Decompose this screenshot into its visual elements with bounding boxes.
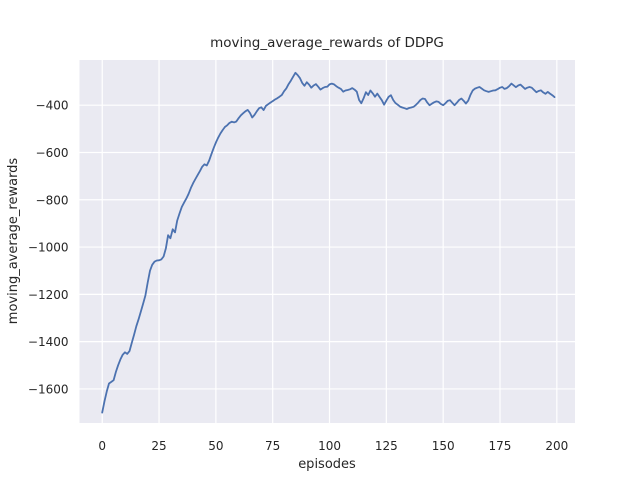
chart-title: moving_average_rewards of DDPG xyxy=(210,35,444,51)
reward-line xyxy=(101,71,556,414)
x-tick-label: 100 xyxy=(318,439,341,453)
plot-area xyxy=(79,60,575,423)
x-tick-label: 25 xyxy=(151,439,166,453)
y-tick-label: −1600 xyxy=(28,382,69,396)
y-tick-labels: −400 −600 −800 −1000 −1200 −1400 −1600 xyxy=(28,99,69,397)
x-axis-label: episodes xyxy=(298,457,356,472)
y-tick-label: −1000 xyxy=(28,241,69,255)
y-tick-label: −1200 xyxy=(28,288,69,302)
x-tick-label: 125 xyxy=(375,439,398,453)
y-tick-label: −1400 xyxy=(28,335,69,349)
gridlines xyxy=(79,60,575,423)
x-tick-label: 150 xyxy=(432,439,455,453)
y-axis-label: moving_average_rewards xyxy=(6,158,21,325)
x-tick-label: 175 xyxy=(489,439,512,453)
y-tick-label: −400 xyxy=(36,99,69,113)
y-tick-label: −600 xyxy=(36,146,69,160)
x-tick-label: 0 xyxy=(98,439,106,453)
line-series xyxy=(101,71,556,414)
x-tick-labels: 0 25 50 75 100 125 150 175 200 xyxy=(98,439,568,453)
x-tick-label: 50 xyxy=(208,439,223,453)
x-tick-label: 200 xyxy=(545,439,568,453)
x-tick-label: 75 xyxy=(265,439,280,453)
y-tick-label: −800 xyxy=(36,193,69,207)
